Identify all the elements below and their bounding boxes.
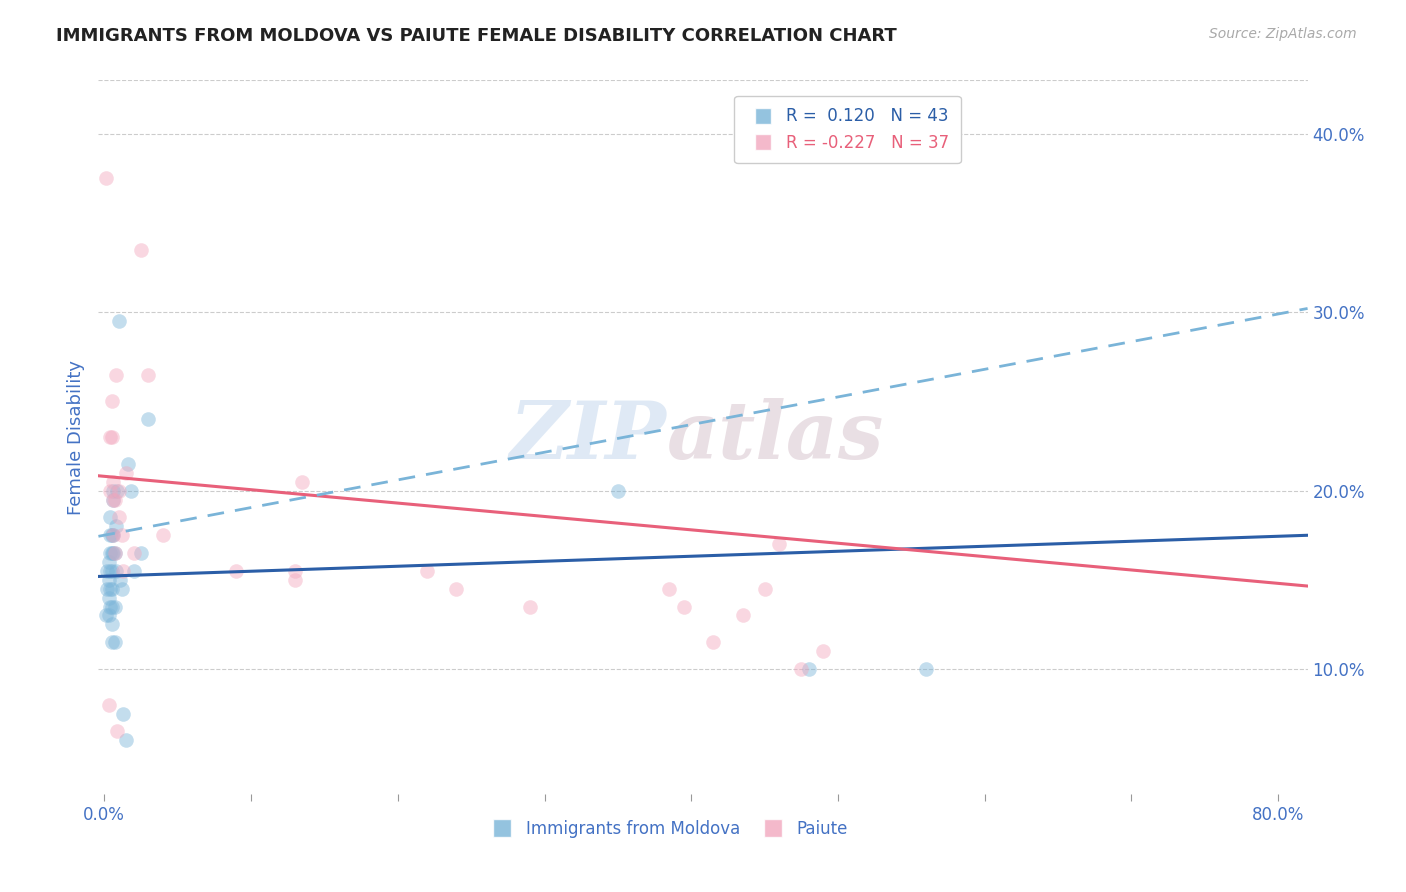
Y-axis label: Female Disability: Female Disability bbox=[66, 359, 84, 515]
Point bbox=[103, 599, 125, 614]
Point bbox=[98, 528, 121, 542]
Point bbox=[915, 662, 938, 676]
Point bbox=[136, 412, 159, 426]
Point bbox=[100, 599, 122, 614]
Point bbox=[519, 599, 541, 614]
Legend: Immigrants from Moldova, Paiute: Immigrants from Moldova, Paiute bbox=[477, 812, 856, 847]
Point bbox=[122, 564, 145, 578]
Point bbox=[136, 368, 159, 382]
Point bbox=[754, 582, 776, 596]
Point bbox=[98, 599, 121, 614]
Point bbox=[100, 635, 122, 649]
Point bbox=[797, 662, 820, 676]
Point bbox=[111, 528, 134, 542]
Point bbox=[122, 546, 145, 560]
Point bbox=[100, 394, 122, 409]
Point bbox=[103, 492, 125, 507]
Point bbox=[101, 546, 124, 560]
Point bbox=[98, 546, 121, 560]
Point bbox=[100, 528, 122, 542]
Point bbox=[111, 582, 134, 596]
Point bbox=[117, 457, 139, 471]
Point bbox=[103, 546, 125, 560]
Point bbox=[108, 510, 131, 524]
Point bbox=[108, 314, 131, 328]
Point bbox=[115, 466, 138, 480]
Point bbox=[98, 582, 121, 596]
Point bbox=[97, 573, 120, 587]
Point bbox=[100, 582, 122, 596]
Point bbox=[101, 483, 124, 498]
Point bbox=[768, 537, 790, 551]
Point bbox=[100, 564, 122, 578]
Point bbox=[96, 582, 118, 596]
Point bbox=[97, 591, 120, 605]
Text: IMMIGRANTS FROM MOLDOVA VS PAIUTE FEMALE DISABILITY CORRELATION CHART: IMMIGRANTS FROM MOLDOVA VS PAIUTE FEMALE… bbox=[56, 27, 897, 45]
Point bbox=[94, 171, 117, 186]
Point bbox=[115, 733, 138, 747]
Point bbox=[606, 483, 628, 498]
Point bbox=[101, 528, 124, 542]
Point bbox=[101, 528, 124, 542]
Point bbox=[284, 573, 307, 587]
Point bbox=[101, 492, 124, 507]
Point bbox=[813, 644, 835, 658]
Point bbox=[103, 635, 125, 649]
Point bbox=[97, 555, 120, 569]
Point bbox=[672, 599, 695, 614]
Point bbox=[100, 430, 122, 444]
Point bbox=[284, 564, 307, 578]
Point bbox=[112, 706, 135, 721]
Text: Source: ZipAtlas.com: Source: ZipAtlas.com bbox=[1209, 27, 1357, 41]
Point bbox=[120, 483, 142, 498]
Point bbox=[291, 475, 314, 489]
Point bbox=[129, 546, 152, 560]
Point bbox=[98, 483, 121, 498]
Point bbox=[96, 564, 118, 578]
Point bbox=[105, 564, 128, 578]
Point bbox=[658, 582, 681, 596]
Point bbox=[731, 608, 754, 623]
Text: atlas: atlas bbox=[666, 399, 884, 475]
Point bbox=[97, 698, 120, 712]
Point bbox=[105, 519, 128, 533]
Point bbox=[94, 608, 117, 623]
Point bbox=[107, 483, 129, 498]
Point bbox=[105, 368, 128, 382]
Point bbox=[101, 492, 124, 507]
Point bbox=[702, 635, 724, 649]
Point bbox=[107, 724, 129, 739]
Text: ZIP: ZIP bbox=[510, 399, 666, 475]
Point bbox=[98, 510, 121, 524]
Point bbox=[446, 582, 468, 596]
Point bbox=[103, 546, 125, 560]
Point bbox=[416, 564, 439, 578]
Point bbox=[97, 608, 120, 623]
Point bbox=[112, 564, 135, 578]
Point bbox=[101, 475, 124, 489]
Point bbox=[98, 430, 121, 444]
Point bbox=[98, 564, 121, 578]
Point bbox=[152, 528, 174, 542]
Point bbox=[100, 617, 122, 632]
Point bbox=[110, 573, 132, 587]
Point bbox=[225, 564, 247, 578]
Point bbox=[790, 662, 813, 676]
Point bbox=[129, 243, 152, 257]
Point bbox=[100, 546, 122, 560]
Point bbox=[108, 483, 131, 498]
